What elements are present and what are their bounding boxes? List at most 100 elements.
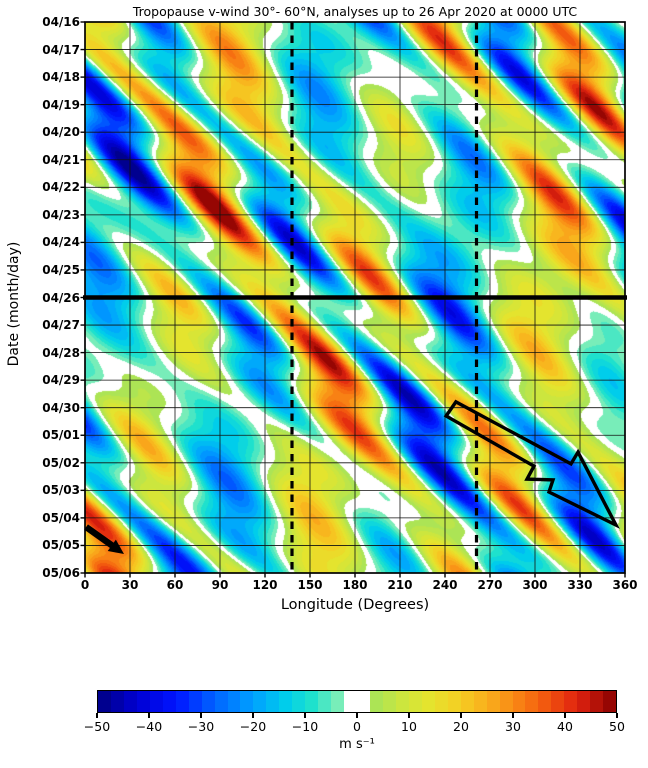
x-tick-label: 90 [211,578,229,592]
colorbar-tick-label: 50 [609,719,625,734]
colorbar-segment [538,691,552,712]
y-tick-label: 04/16 [42,15,80,29]
x-tick-label: 300 [522,578,548,592]
colorbar-tick-label: −30 [187,719,215,734]
x-tick-label: 360 [612,578,638,592]
colorbar-segment [266,691,280,712]
x-tick-label: 210 [387,578,413,592]
chart-title: Tropopause v-wind 30°- 60°N, analyses up… [132,4,578,19]
y-tick-label: 04/25 [42,262,80,277]
y-tick-label: 04/29 [42,373,80,388]
colorbar-tick-mark [512,713,514,718]
colorbar-tick-mark [408,713,410,718]
y-axis-label: Date (month/day) [6,241,22,367]
colorbar-segment [577,691,591,712]
colorbar-segment [175,691,189,712]
colorbar-segment [240,691,254,712]
y-tick-label: 05/03 [42,483,80,498]
y-tick-label: 04/17 [42,42,80,57]
colorbar-segment [382,691,396,712]
colorbar-tick-label: 40 [557,719,573,734]
colorbar-segment [188,691,202,712]
x-tick-label: 30 [121,578,139,592]
colorbar-segment [395,691,409,712]
colorbar-tick-mark [252,713,254,718]
colorbar-segment [162,691,176,712]
y-tick-label: 05/01 [42,428,80,443]
x-tick-label: 330 [567,578,593,592]
colorbar-tick-mark [460,713,462,718]
y-tick-label: 04/21 [42,152,80,167]
x-tick-label: 240 [432,578,458,592]
axis-tick-marks [80,21,626,578]
x-tick-label: 150 [297,578,323,592]
colorbar-tick-mark [304,713,306,718]
colorbar-segment [486,691,500,712]
colorbar [97,690,617,713]
colorbar-tick-label: −40 [135,719,163,734]
y-tick-label: 04/19 [42,97,80,112]
colorbar-segment [603,691,617,712]
colorbar-segment [421,691,435,712]
colorbar-tick-mark [148,713,150,718]
x-tick-label: 270 [477,578,503,592]
x-axis-label: Longitude (Degrees) [280,597,430,613]
colorbar-segment [551,691,565,712]
colorbar-segment [357,691,371,712]
colorbar-unit-label: m s⁻¹ [339,737,375,752]
colorbar-tick-label: −20 [239,719,267,734]
colorbar-segment [447,691,461,712]
y-tick-label: 04/26 [42,290,80,305]
colorbar-segment [305,691,319,712]
colorbar-tick-label: 10 [401,719,417,734]
colorbar-segment [473,691,487,712]
y-tick-label: 05/02 [42,455,80,470]
y-tick-label: 04/18 [42,70,80,85]
colorbar-segment [512,691,526,712]
colorbar-segment [214,691,228,712]
y-tick-label: 04/20 [42,125,80,140]
colorbar-tick-label: 0 [353,719,361,734]
colorbar-segment [590,691,604,712]
colorbar-segment [344,691,358,712]
colorbar-segment [201,691,215,712]
y-tick-label: 04/24 [42,235,80,250]
colorbar-tick-mark [96,713,98,718]
x-tick-label: 60 [166,578,184,592]
colorbar-tick-mark [616,713,618,718]
y-tick-label: 04/22 [42,180,80,195]
y-tick-label: 04/23 [42,207,80,222]
colorbar-segment [434,691,448,712]
colorbar-tick-mark [564,713,566,718]
y-tick-label: 04/27 [42,318,80,333]
colorbar-segment [499,691,513,712]
colorbar-segment [279,691,293,712]
colorbar-tick-label: −10 [291,719,319,734]
colorbar-segment [408,691,422,712]
y-tick-label: 05/06 [42,566,80,580]
y-tick-label: 04/30 [42,400,80,415]
x-tick-label: 120 [252,578,278,592]
colorbar-segment [253,691,267,712]
colorbar-segment [227,691,241,712]
wave-packet-arrow [443,399,620,529]
colorbar-tick-label: 20 [453,719,469,734]
colorbar-tick-label: 30 [505,719,521,734]
colorbar-segment [292,691,306,712]
colorbar-segment [136,691,150,712]
colorbar-segment [318,691,332,712]
colorbar-segment [110,691,124,712]
y-tick-label: 04/28 [42,345,80,360]
colorbar-tick-mark [356,713,358,718]
small-propagation-arrow [84,524,124,554]
plot-overlay [80,21,627,578]
x-tick-label: 0 [80,578,90,592]
y-tick-label: 05/04 [42,510,80,525]
colorbar-segment [123,691,137,712]
colorbar-segment [460,691,474,712]
colorbar-segment [331,691,345,712]
colorbar-segment [525,691,539,712]
colorbar-segment [98,691,111,712]
colorbar-tick-mark [200,713,202,718]
